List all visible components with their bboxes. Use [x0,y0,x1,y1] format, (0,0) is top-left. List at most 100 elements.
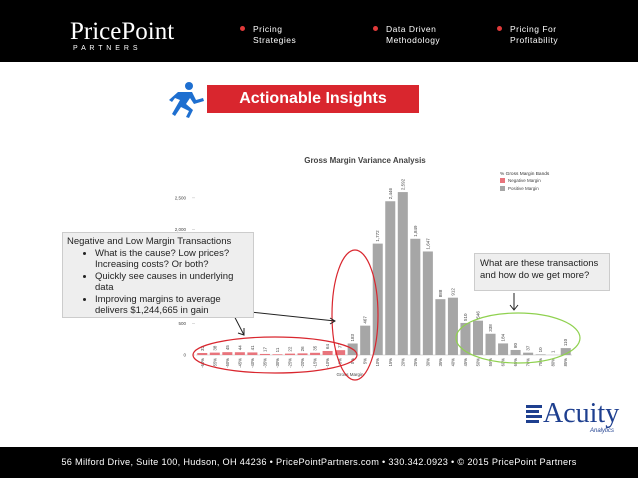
bar [498,343,509,355]
bar [510,349,521,355]
bar [297,353,308,355]
brand-sub: Analytics [590,428,615,434]
y-tick-label: 500 [178,321,186,326]
x-tick-label: 10% [375,358,380,367]
legend-swatch [500,186,505,191]
x-tick-label: 45% [463,358,468,367]
x-tick-label: -50% [225,358,230,368]
legend-title: % Gross Margin Bands [500,171,550,177]
x-tick-label: -10% [325,358,330,368]
brand: Acuity [543,398,620,429]
nav-line: Pricing For [510,24,557,34]
x-tick-label: 65% [513,358,518,367]
bar [284,353,296,355]
chart-title: Gross Margin Variance Analysis [304,156,426,165]
value-label: 1 [551,350,556,353]
nav-item[interactable]: Data Driven Methodology [373,24,440,46]
x-tick-label: -15% [313,358,318,368]
callout: What are these transactions and how do w… [474,253,610,291]
highlight-ellipse [192,336,358,374]
x-tick-label: 50% [476,358,481,367]
nav-line: Profitability [510,35,559,45]
runner-icon [169,82,204,118]
x-tick-label: 40% [450,358,455,367]
legend-label: Negative Margin [508,178,541,183]
value-label: 1,772 [375,230,380,242]
x-tick-label: 70% [526,358,531,367]
bar [209,352,220,355]
brand-mark [526,405,542,423]
bar [485,333,496,355]
logo-sub: P A R T N E R S [73,45,139,52]
x-tick-label: 30% [425,358,430,367]
value-label: 45 [225,345,230,351]
bar [259,353,270,355]
nav-item[interactable]: Pricing Strategies [240,24,297,46]
x-tick-label: 25% [413,358,418,367]
bar [247,352,258,355]
value-label: 17 [262,346,267,352]
x-tick-label: -45% [237,358,242,368]
value-label: 338 [488,324,493,332]
annotations [192,249,581,381]
value-label: 41 [250,345,255,351]
x-tick-label: 35% [438,358,443,367]
bar [272,354,283,355]
value-label: 38 [212,345,217,351]
legend-swatch [500,178,505,183]
value-label: 888 [438,289,443,297]
value-label: 35 [313,345,318,351]
x-tick-label: 5% [363,358,368,364]
bar [385,201,396,355]
x-tick-label: 15% [388,358,393,367]
value-label: 110 [563,338,568,346]
bar [472,320,484,355]
y-tick-label: 2,500 [175,195,187,200]
value-label: 22 [288,346,293,352]
nav-line: Strategies [253,35,297,45]
value-label: 44 [237,345,242,351]
nav-item[interactable]: Pricing For Profitability [497,24,559,46]
bar [322,350,333,355]
bar [222,352,233,355]
value-label: 26 [300,346,305,352]
x-tick-label: -30% [275,358,280,368]
x-tick-label: 20% [400,358,405,367]
value-label: 64 [325,343,330,349]
arrow [509,293,519,311]
y-tick-label: 2,000 [175,227,187,232]
x-tick-label: 55% [488,358,493,367]
callout-item: What is the cause? Low prices? Increasin… [95,248,249,271]
x-tick-label: 80% [551,358,556,367]
footer: 56 Milford Drive, Suite 100, Hudson, OH … [61,457,577,467]
arrow [249,311,336,325]
x-tick-label: -20% [300,358,305,368]
callout-list: What is the cause? Low prices? Increasin… [67,248,249,317]
callout-item: Improving margins to average delivers $1… [95,294,249,317]
value-label: 2,592 [400,178,405,190]
bar [234,352,245,355]
nav-line: Pricing [253,24,283,34]
x-tick-label: -60% [200,358,205,368]
logo: PricePoint [70,18,175,45]
x-tick-label: -5% [338,358,343,366]
callout-title: Negative and Low Margin Transactions [67,236,232,247]
value-label: 183 [350,333,355,341]
bar [435,299,446,355]
value-label: 510 [463,313,468,321]
bar [335,350,346,355]
x-tick-label: 85% [563,358,568,367]
x-tick-label: -35% [262,358,267,368]
bar [410,238,421,355]
value-label: 32 [200,345,205,351]
value-label: 912 [450,288,455,296]
callout: Negative and Low Margin Transactions Wha… [62,232,254,318]
bar [397,192,408,355]
x-tick-label: 75% [538,358,543,367]
value-label: 1,849 [413,225,418,237]
bar [422,251,433,355]
value-label: 1,647 [425,238,430,250]
callout-item: Quickly see causes in underlying data [95,271,249,294]
